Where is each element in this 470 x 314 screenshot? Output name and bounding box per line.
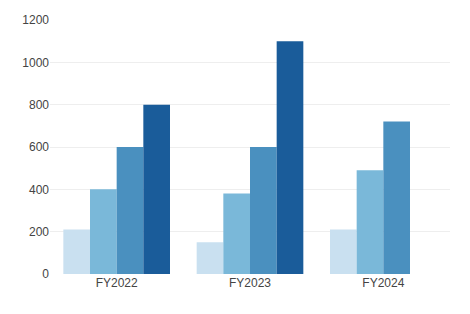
svg-text:600: 600 (29, 140, 49, 154)
svg-text:FY2022: FY2022 (96, 276, 138, 290)
svg-text:800: 800 (29, 98, 49, 112)
svg-text:FY2024: FY2024 (362, 276, 404, 290)
svg-text:200: 200 (29, 225, 49, 239)
svg-text:0: 0 (42, 267, 49, 281)
svg-text:1000: 1000 (22, 56, 49, 70)
svg-text:400: 400 (29, 183, 49, 197)
svg-text:FY2023: FY2023 (229, 276, 271, 290)
svg-text:1200: 1200 (22, 13, 49, 27)
